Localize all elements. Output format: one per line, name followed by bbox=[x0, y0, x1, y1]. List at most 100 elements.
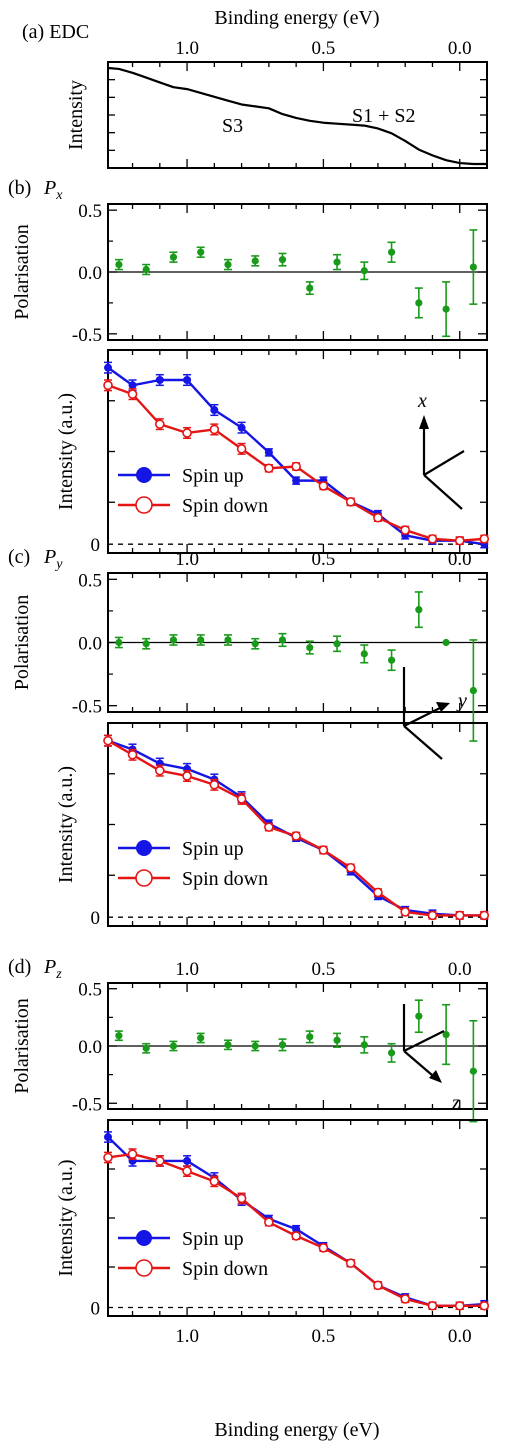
data-point-spin-down bbox=[127, 389, 138, 399]
data-point-spin-down bbox=[373, 887, 383, 898]
polarisation-point bbox=[169, 1042, 178, 1050]
x-axis-title-bottom: Binding energy (eV) bbox=[214, 1419, 379, 1441]
edc-ylabel: Intensity bbox=[65, 80, 87, 150]
polarisation-point bbox=[115, 638, 123, 647]
polarisation-point bbox=[251, 1042, 259, 1050]
legend-marker-spin-down bbox=[135, 869, 153, 887]
polarisation-point bbox=[115, 260, 123, 269]
polarisation-point bbox=[442, 638, 450, 647]
legend-marker-spin-down bbox=[135, 1259, 153, 1277]
intensity-frame bbox=[107, 722, 488, 927]
polarisation-point bbox=[333, 258, 341, 266]
polarisation-point bbox=[442, 305, 450, 313]
polarisation-point bbox=[360, 267, 368, 275]
legend-label: Spin down bbox=[182, 1258, 268, 1280]
series-line-spin-up bbox=[107, 739, 485, 917]
series-line-spin-down bbox=[107, 739, 485, 917]
axis-line bbox=[403, 725, 443, 760]
panel-component-label: Px bbox=[43, 177, 63, 203]
data-point-spin-down bbox=[155, 419, 165, 429]
polarisation-point bbox=[415, 299, 423, 307]
polarisation-point bbox=[142, 265, 150, 274]
polarisation-point bbox=[142, 1044, 150, 1052]
polarisation-point bbox=[306, 1033, 314, 1041]
coordinate-axis-label: z bbox=[451, 1092, 460, 1114]
data-point-spin-down bbox=[345, 862, 356, 873]
x-tick-label: 0.5 bbox=[312, 549, 336, 570]
annotation-s1-s2: S1 + S2 bbox=[352, 105, 416, 127]
data-point-spin-down bbox=[264, 463, 274, 474]
data-point-spin-down bbox=[454, 535, 465, 546]
y-tick-label: -0.5 bbox=[72, 325, 102, 346]
data-point-spin-up bbox=[183, 1156, 192, 1165]
panel-component-subscript: z bbox=[55, 967, 62, 982]
y-tick-label: 0.5 bbox=[78, 980, 102, 1001]
data-point-spin-down bbox=[182, 771, 192, 781]
axis-line bbox=[423, 474, 463, 510]
y-tick-label: 0.0 bbox=[78, 263, 102, 284]
polarisation-point bbox=[469, 686, 477, 695]
coordinate-axis-label: x bbox=[417, 390, 427, 412]
data-point-spin-down bbox=[454, 1300, 465, 1311]
polarisation-point bbox=[224, 260, 232, 269]
data-point-spin-up bbox=[128, 381, 137, 390]
data-point-spin-down bbox=[400, 907, 411, 917]
legend-label: Spin down bbox=[182, 495, 268, 517]
data-point-spin-up bbox=[237, 423, 246, 432]
intensity-ylabel: Intensity (a.u.) bbox=[55, 1159, 77, 1276]
polarisation-point bbox=[169, 253, 178, 261]
data-point-spin-up bbox=[104, 1133, 112, 1142]
arrow-head bbox=[419, 415, 429, 429]
series-line-spin-up bbox=[107, 366, 485, 546]
y-tick-label: -0.5 bbox=[72, 1094, 102, 1115]
data-point-spin-down bbox=[479, 534, 490, 544]
intensity-ylabel: Intensity (a.u.) bbox=[55, 393, 77, 510]
axis-line bbox=[403, 707, 441, 727]
panel-label: (b) bbox=[8, 177, 31, 199]
panel-component-subscript: x bbox=[55, 188, 63, 203]
data-point-spin-down bbox=[264, 1217, 274, 1228]
polarisation-point bbox=[306, 643, 314, 652]
edc-frame bbox=[107, 61, 488, 169]
data-point-spin-down bbox=[373, 512, 383, 523]
legend-marker-spin-up bbox=[136, 1230, 152, 1246]
data-point-spin-down bbox=[427, 910, 438, 921]
data-point-spin-down bbox=[209, 424, 220, 435]
polarisation-ylabel: Polarisation bbox=[11, 224, 33, 320]
polarisation-point bbox=[387, 1049, 396, 1057]
intensity-ylabel: Intensity (a.u.) bbox=[55, 766, 77, 883]
y-tick-label: -0.5 bbox=[72, 697, 102, 718]
arrow-head bbox=[429, 1070, 442, 1083]
data-point-spin-down bbox=[291, 461, 301, 472]
data-point-spin-up bbox=[210, 406, 219, 415]
data-point-spin-down bbox=[209, 1176, 220, 1187]
data-point-spin-down bbox=[236, 794, 247, 804]
polarisation-point bbox=[278, 636, 287, 644]
polarisation-point bbox=[306, 284, 314, 292]
polarisation-point bbox=[115, 1032, 123, 1040]
data-point-spin-down bbox=[291, 1231, 301, 1241]
polarisation-point bbox=[469, 1067, 477, 1075]
polarisation-point bbox=[469, 263, 477, 271]
data-point-spin-down bbox=[103, 735, 113, 746]
polarisation-ylabel: Polarisation bbox=[11, 595, 33, 691]
intensity-frame bbox=[107, 1119, 488, 1317]
data-point-spin-down bbox=[182, 1166, 192, 1176]
y-tick-label: 0.0 bbox=[78, 634, 102, 655]
annotation-s3: S3 bbox=[222, 115, 243, 137]
polarisation-point bbox=[415, 606, 423, 614]
panel-label-a: (a) EDC bbox=[22, 21, 89, 43]
polarisation-point bbox=[360, 1041, 368, 1049]
x-tick-label: 0.5 bbox=[312, 1326, 336, 1347]
polarisation-point bbox=[142, 640, 150, 648]
data-point-spin-down bbox=[291, 831, 301, 841]
polarisation-point bbox=[169, 636, 178, 644]
y-tick-label: 0.5 bbox=[78, 570, 102, 591]
panel-component-label: Pz bbox=[43, 956, 62, 982]
polarisation-point bbox=[224, 1041, 232, 1049]
data-point-spin-up bbox=[104, 363, 112, 372]
legend-label: Spin up bbox=[182, 838, 244, 860]
panel-component-subscript: y bbox=[54, 557, 63, 572]
data-point-spin-down bbox=[236, 1193, 247, 1204]
